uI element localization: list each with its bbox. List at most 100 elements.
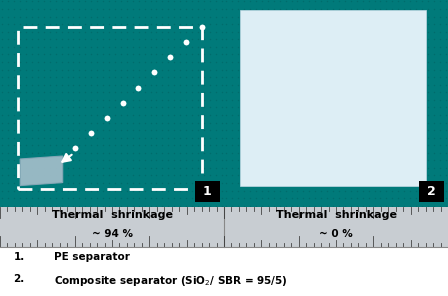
Point (123, 97, 130, 102)
Point (99, 82, 107, 87)
Point (246, 105, 254, 110)
Point (194, 67, 202, 72)
Point (329, 52, 336, 57)
Point (141, 181, 148, 185)
Point (17, 105, 24, 110)
Point (234, 165, 241, 170)
Point (288, 44, 295, 49)
Point (329, 181, 336, 185)
Point (200, 188, 207, 193)
Point (183, 128, 190, 132)
Point (365, 158, 372, 163)
Point (40, 14, 47, 19)
Point (389, 203, 396, 208)
Bar (224, 0, 448, 207)
Point (34, 143, 41, 148)
Point (389, 120, 396, 125)
Point (194, 14, 202, 19)
Point (123, 14, 130, 19)
Point (413, 44, 420, 49)
Point (371, 203, 378, 208)
Point (189, 105, 196, 110)
Point (94, 203, 101, 208)
Point (22, 196, 30, 200)
Point (234, 105, 241, 110)
Point (94, 59, 101, 64)
Point (407, 7, 414, 12)
Point (200, 44, 207, 49)
Text: ~ 94 %: ~ 94 % (91, 229, 133, 239)
Point (401, 97, 408, 102)
Point (88, 22, 95, 27)
Point (246, 82, 254, 87)
Point (389, 165, 396, 170)
Point (371, 67, 378, 72)
Point (212, 82, 220, 87)
Point (442, 158, 448, 163)
Point (17, 128, 24, 132)
Point (389, 112, 396, 117)
Point (70, 59, 77, 64)
Point (252, 0, 259, 4)
Point (407, 29, 414, 34)
Point (165, 181, 172, 185)
Point (377, 203, 384, 208)
Point (223, 29, 230, 34)
Point (442, 181, 448, 185)
Point (223, 165, 230, 170)
Point (99, 203, 107, 208)
Point (70, 7, 77, 12)
Point (300, 112, 307, 117)
Point (365, 7, 372, 12)
Point (407, 158, 414, 163)
Point (407, 14, 414, 19)
Point (200, 90, 207, 95)
Point (194, 105, 202, 110)
Point (34, 97, 41, 102)
Point (70, 82, 77, 87)
Point (189, 181, 196, 185)
Point (34, 7, 41, 12)
Point (418, 97, 426, 102)
Point (183, 135, 190, 140)
Point (395, 181, 402, 185)
Point (117, 203, 125, 208)
Point (52, 44, 59, 49)
Point (223, 59, 230, 64)
Point (407, 165, 414, 170)
Point (282, 181, 289, 185)
Point (258, 37, 265, 42)
Point (318, 97, 325, 102)
Point (123, 37, 130, 42)
Point (371, 188, 378, 193)
Point (117, 165, 125, 170)
Point (129, 128, 136, 132)
Point (200, 7, 207, 12)
Point (436, 120, 444, 125)
Point (241, 158, 248, 163)
Point (58, 165, 65, 170)
Point (401, 105, 408, 110)
Point (46, 128, 53, 132)
Point (52, 29, 59, 34)
Point (64, 14, 71, 19)
Point (395, 188, 402, 193)
Point (312, 112, 319, 117)
Point (58, 105, 65, 110)
Point (82, 75, 89, 80)
Point (171, 105, 178, 110)
Point (241, 22, 248, 27)
Point (442, 150, 448, 155)
Point (194, 165, 202, 170)
Point (0, 143, 6, 148)
Point (112, 37, 119, 42)
Point (64, 52, 71, 57)
Point (112, 143, 119, 148)
Point (359, 90, 366, 95)
Point (99, 29, 107, 34)
Point (194, 173, 202, 178)
Point (82, 112, 89, 117)
Point (123, 22, 130, 27)
Point (359, 52, 366, 57)
Point (76, 7, 83, 12)
